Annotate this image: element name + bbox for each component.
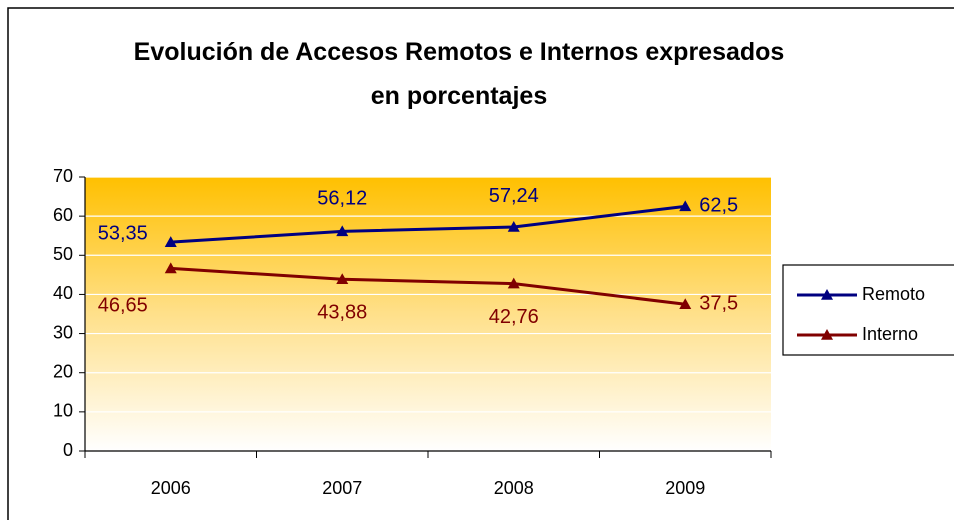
y-tick-label: 20 xyxy=(53,361,73,381)
series-line xyxy=(170,204,686,244)
data-marker xyxy=(507,277,520,289)
data-label: 46,65 xyxy=(98,295,148,317)
chart-title: Evolución de Accesos Remotos e Internos … xyxy=(133,38,785,110)
data-label: 53,35 xyxy=(98,222,148,244)
data-label: 42,76 xyxy=(489,306,539,328)
data-marker xyxy=(164,262,177,274)
legend-box xyxy=(782,264,954,356)
data-marker xyxy=(336,273,349,285)
y-tick-label: 50 xyxy=(53,244,73,264)
data-label: 43,88 xyxy=(317,302,367,324)
x-tick-label: 2009 xyxy=(665,478,705,498)
y-tick-label: 60 xyxy=(53,205,73,225)
series-line xyxy=(170,266,686,306)
legend-label: Interno xyxy=(862,324,918,344)
data-label: 57,24 xyxy=(489,185,539,207)
data-label: 62,5 xyxy=(699,195,738,217)
data-marker xyxy=(336,225,349,237)
data-label: 56,12 xyxy=(317,188,367,210)
y-tick-label: 10 xyxy=(53,401,73,421)
data-marker xyxy=(679,200,692,212)
legend-marker xyxy=(821,289,833,300)
y-tick-label: 70 xyxy=(53,166,73,186)
legend-marker xyxy=(821,329,833,340)
x-tick-label: 2007 xyxy=(322,478,362,498)
legend-label: Remoto xyxy=(862,284,925,304)
plot-area xyxy=(85,177,771,451)
x-tick-label: 2006 xyxy=(151,478,191,498)
y-tick-label: 0 xyxy=(63,440,73,460)
y-tick-label: 30 xyxy=(53,322,73,342)
y-tick-label: 40 xyxy=(53,283,73,303)
data-marker xyxy=(507,220,520,232)
data-label: 37,5 xyxy=(699,292,738,314)
x-tick-label: 2008 xyxy=(494,478,534,498)
data-marker xyxy=(164,236,177,247)
data-marker xyxy=(679,298,692,310)
